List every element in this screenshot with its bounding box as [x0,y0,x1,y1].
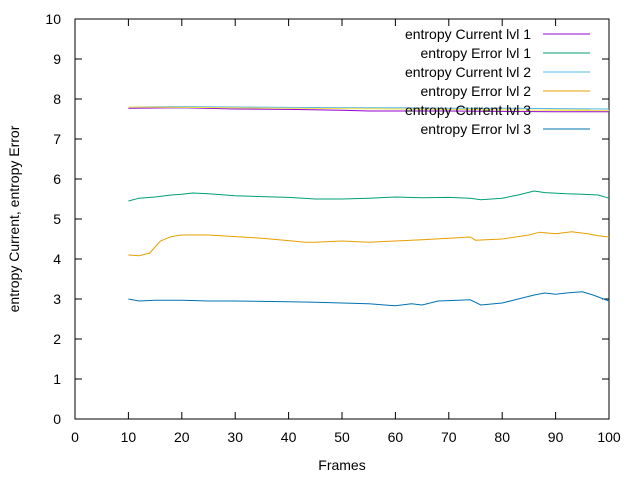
legend-label: entropy Error lvl 2 [421,83,532,99]
x-tick-label: 90 [548,429,564,445]
x-tick-label: 30 [227,429,243,445]
legend-label: entropy Current lvl 1 [405,26,531,42]
x-tick-label: 20 [174,429,190,445]
y-tick-label: 4 [53,251,61,267]
y-tick-label: 5 [53,211,61,227]
x-tick-label: 100 [597,429,621,445]
y-tick-label: 0 [53,411,61,427]
y-tick-label: 3 [53,291,61,307]
x-axis-label: Frames [318,457,365,473]
y-tick-label: 10 [45,11,61,27]
series-line-2 [128,190,610,202]
series-line-6 [128,291,610,307]
series-line-4 [128,231,610,257]
y-axis-label: entropy Current, entropy Error [6,125,22,312]
x-tick-label: 70 [441,429,457,445]
x-tick-label: 40 [281,429,297,445]
y-tick-label: 2 [53,331,61,347]
legend-label: entropy Error lvl 3 [421,121,532,137]
y-tick-label: 7 [53,131,61,147]
series-line-5 [128,106,610,112]
y-tick-label: 6 [53,171,61,187]
x-tick-label: 60 [388,429,404,445]
series-lines [128,106,610,307]
x-tick-label: 0 [71,429,79,445]
y-tick-label: 1 [53,371,61,387]
x-tick-label: 50 [334,429,350,445]
axis-ticks [74,18,610,420]
x-tick-label: 10 [121,429,137,445]
series-line-3 [128,106,610,110]
legend-label: entropy Current lvl 3 [405,102,531,118]
x-axis-tick-labels: 0 10 20 30 40 50 60 70 80 90 100 [71,429,621,445]
y-tick-label: 8 [53,91,61,107]
series-line-1 [128,107,609,113]
y-tick-label: 9 [53,51,61,67]
legend: entropy Current lvl 1 entropy Error lvl 1… [405,26,590,137]
x-tick-label: 80 [494,429,510,445]
legend-label: entropy Current lvl 2 [405,64,531,80]
y-axis-tick-labels: 0 1 2 3 4 5 6 7 8 9 10 [45,11,61,427]
legend-label: entropy Error lvl 1 [421,45,532,61]
